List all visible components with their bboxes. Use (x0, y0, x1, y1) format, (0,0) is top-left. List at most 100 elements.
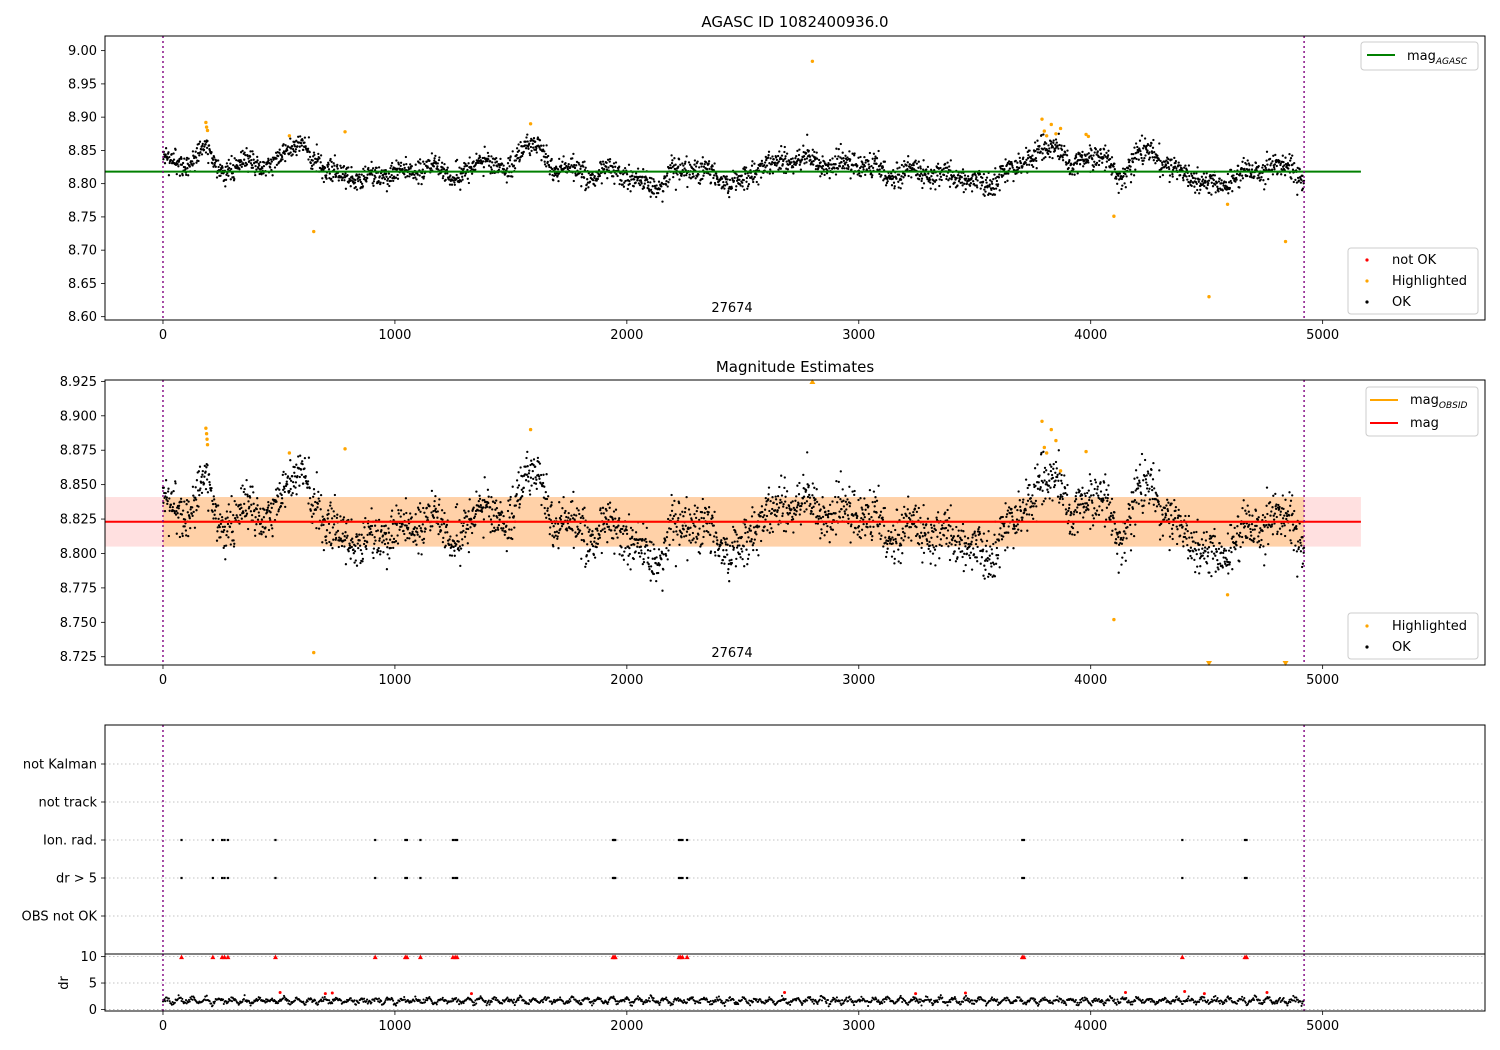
ok-point (804, 151, 808, 155)
ok-point (1267, 177, 1270, 181)
ok-point (927, 547, 930, 551)
ok-point (511, 537, 514, 541)
ok-point (948, 165, 951, 168)
ok-point (632, 557, 635, 561)
ok-point (552, 545, 555, 548)
ok-point (1269, 164, 1272, 167)
ok-point (707, 531, 710, 534)
ok-point (177, 504, 181, 507)
ok-point (700, 511, 704, 514)
ok-point (886, 547, 889, 550)
ok-point (267, 159, 270, 162)
ok-point (803, 510, 806, 513)
ok-point (204, 143, 207, 146)
panel-agasc-legend-top[interactable]: magAGASC (1360, 41, 1479, 71)
ok-point (296, 475, 299, 478)
ok-point (397, 163, 400, 166)
ok-point (862, 168, 865, 171)
ok-point (515, 492, 518, 496)
ok-point (440, 161, 444, 164)
ok-point (785, 506, 788, 510)
ok-point (445, 168, 449, 172)
ok-point (171, 505, 174, 509)
ok-point (846, 156, 849, 159)
ok-point (945, 537, 948, 540)
ok-point (203, 145, 206, 148)
ok-point (893, 187, 896, 190)
ok-point (226, 165, 229, 168)
ok-point (336, 167, 339, 170)
highlighted-point (1086, 134, 1091, 139)
ok-point (167, 534, 171, 538)
ok-point (901, 527, 904, 530)
ok-point (378, 539, 381, 542)
ok-point (361, 557, 365, 561)
ok-point (403, 532, 406, 536)
ok-point (434, 154, 437, 158)
ok-point (316, 502, 320, 505)
ok-point (929, 550, 932, 553)
ok-point (812, 159, 815, 163)
ok-point (1245, 168, 1249, 171)
ok-point (502, 514, 505, 518)
ok-point (545, 497, 549, 501)
ok-point (767, 498, 770, 501)
ok-point (824, 510, 827, 513)
ok-point (475, 490, 478, 493)
ok-point (397, 508, 400, 512)
ok-point (684, 160, 687, 163)
panel-agasc-legend-bottom[interactable]: not OK Highlighted OK (1347, 247, 1479, 315)
ok-point (543, 485, 546, 488)
ok-point (687, 161, 691, 164)
ok-point (571, 529, 574, 532)
ok-point (618, 182, 621, 186)
ok-point (164, 153, 167, 156)
ok-point (342, 518, 345, 521)
ok-point (332, 175, 335, 179)
ok-point (276, 154, 280, 158)
highlighted-point (1044, 134, 1049, 138)
ok-point (256, 155, 259, 159)
ok-point (1060, 148, 1064, 151)
ok-point (966, 175, 970, 178)
ok-point (386, 179, 389, 182)
ok-point (850, 168, 853, 171)
ok-point (762, 529, 765, 533)
ok-point (532, 146, 535, 149)
ok-point (569, 165, 572, 169)
ok-point (317, 497, 320, 500)
ok-point (547, 495, 550, 498)
ok-point (1107, 149, 1110, 152)
ok-point (421, 523, 424, 526)
ok-point (841, 488, 844, 491)
ok-point (1044, 155, 1047, 159)
ok-point (1027, 154, 1030, 157)
ok-point (831, 157, 834, 160)
ok-point (1271, 173, 1275, 176)
ok-point (325, 177, 328, 180)
ok-point (507, 499, 510, 502)
ok-point (1034, 149, 1037, 153)
ok-point (890, 555, 894, 558)
ok-point (725, 549, 728, 552)
ok-point (440, 523, 443, 526)
ok-point (593, 184, 597, 187)
ok-point (759, 515, 762, 518)
ok-point (882, 179, 885, 182)
ok-point (358, 539, 361, 542)
ok-point (652, 192, 656, 195)
ok-point (854, 512, 858, 515)
ok-point (207, 509, 210, 512)
ok-point (680, 172, 684, 176)
ok-point (385, 175, 388, 178)
ok-point (746, 557, 750, 561)
ok-point (908, 163, 911, 166)
ok-point (1234, 180, 1237, 183)
ok-point (992, 177, 995, 181)
ok-point (918, 536, 922, 539)
ok-point (225, 510, 229, 513)
ok-point (535, 151, 538, 154)
ok-point (718, 554, 721, 558)
ok-point (343, 174, 346, 177)
ok-point (732, 546, 736, 549)
